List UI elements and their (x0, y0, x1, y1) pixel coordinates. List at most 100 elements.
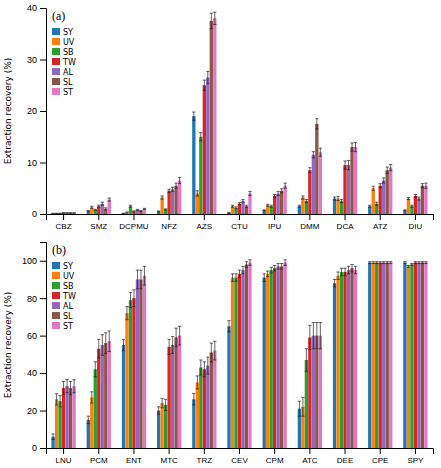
error-bar (55, 394, 58, 405)
bar (108, 341, 111, 448)
error-bar (143, 208, 146, 209)
bar (139, 279, 142, 448)
x-tick-mark (380, 448, 381, 454)
legend-swatch (52, 68, 60, 75)
error-bar (164, 209, 167, 210)
x-tick: CPE (372, 448, 388, 465)
bar (372, 188, 375, 214)
x-tick-mark (204, 448, 205, 454)
x-tick-mark (63, 448, 64, 454)
bar (72, 386, 75, 448)
bar (101, 345, 104, 448)
error-bar (136, 209, 139, 210)
error-bar (164, 399, 167, 410)
bar (65, 213, 68, 214)
error-bar (245, 262, 248, 268)
error-bar (354, 266, 357, 273)
error-bar (139, 210, 142, 211)
axis-line (47, 215, 434, 221)
error-bar (157, 211, 160, 212)
error-bar (407, 265, 410, 267)
y-tick-mark (40, 336, 46, 337)
bar (132, 298, 135, 448)
legend-label: SY (63, 28, 73, 37)
x-tick-mark (345, 448, 346, 454)
y-tick-label: 0 (32, 209, 37, 219)
legend-item: SY (52, 262, 73, 271)
error-bar (319, 323, 322, 349)
error-bar (284, 183, 287, 188)
error-bar (386, 262, 389, 264)
bar (104, 343, 107, 448)
series (51, 262, 406, 448)
error-bar (414, 194, 417, 197)
legend-item: ST (52, 322, 73, 331)
y-tick: 10 (27, 158, 46, 168)
bar (203, 85, 206, 214)
error-bar (386, 167, 389, 173)
legend-label: AL (63, 68, 73, 77)
bar (192, 399, 195, 448)
y-tick-mark (40, 411, 46, 412)
bar (167, 347, 170, 448)
bar (407, 266, 410, 448)
x-tick-label: ATZ (373, 222, 388, 231)
error-bar (308, 168, 311, 173)
x-axis: LNUPCMENTMTCTRZCEVCPMATCDEECPESPY (47, 448, 434, 465)
bar (336, 276, 339, 448)
bar (94, 369, 97, 448)
x-tick: PCM (90, 448, 108, 465)
error-bar (65, 380, 68, 393)
bar (403, 210, 406, 214)
bar (206, 366, 209, 448)
error-bar (58, 213, 61, 214)
series (72, 12, 427, 214)
axis-line (40, 243, 47, 449)
legend-swatch (52, 28, 60, 35)
error-bar (101, 202, 104, 205)
bar (284, 263, 287, 448)
bar (90, 397, 93, 448)
error-bar (273, 265, 276, 271)
bar (203, 369, 206, 448)
error-bar (298, 401, 301, 416)
bar (284, 186, 287, 214)
error-bar (403, 262, 406, 264)
error-bar (132, 290, 135, 307)
error-bar (234, 274, 237, 281)
x-tick: SMZ (90, 214, 107, 231)
error-bar (122, 213, 125, 214)
bar (132, 211, 135, 214)
y-axis: 010203040 (27, 3, 47, 219)
bar (375, 263, 378, 448)
error-bar (368, 262, 371, 264)
error-bar (277, 191, 280, 195)
error-bar (213, 341, 216, 360)
bar (157, 211, 160, 214)
bar (410, 264, 413, 448)
series (58, 262, 413, 448)
bar (340, 272, 343, 448)
legend-label: ST (63, 88, 73, 97)
bar (62, 388, 65, 448)
error-bar (97, 339, 100, 358)
x-tick: MTC (160, 448, 178, 465)
error-bar (372, 262, 375, 264)
error-bar (69, 212, 72, 214)
bar (350, 147, 353, 214)
error-bar (403, 210, 406, 211)
bar (263, 210, 266, 214)
bar (62, 213, 65, 214)
series (69, 262, 424, 448)
legend-item: AL (52, 302, 73, 311)
error-bar (263, 274, 266, 281)
bar (231, 278, 234, 448)
bar (178, 181, 181, 214)
series (72, 260, 427, 448)
x-tick-mark (345, 214, 346, 220)
bar (164, 405, 167, 448)
bar (227, 326, 230, 448)
error-bar (266, 204, 269, 206)
bar (301, 198, 304, 214)
x-tick: CTU (231, 214, 248, 231)
